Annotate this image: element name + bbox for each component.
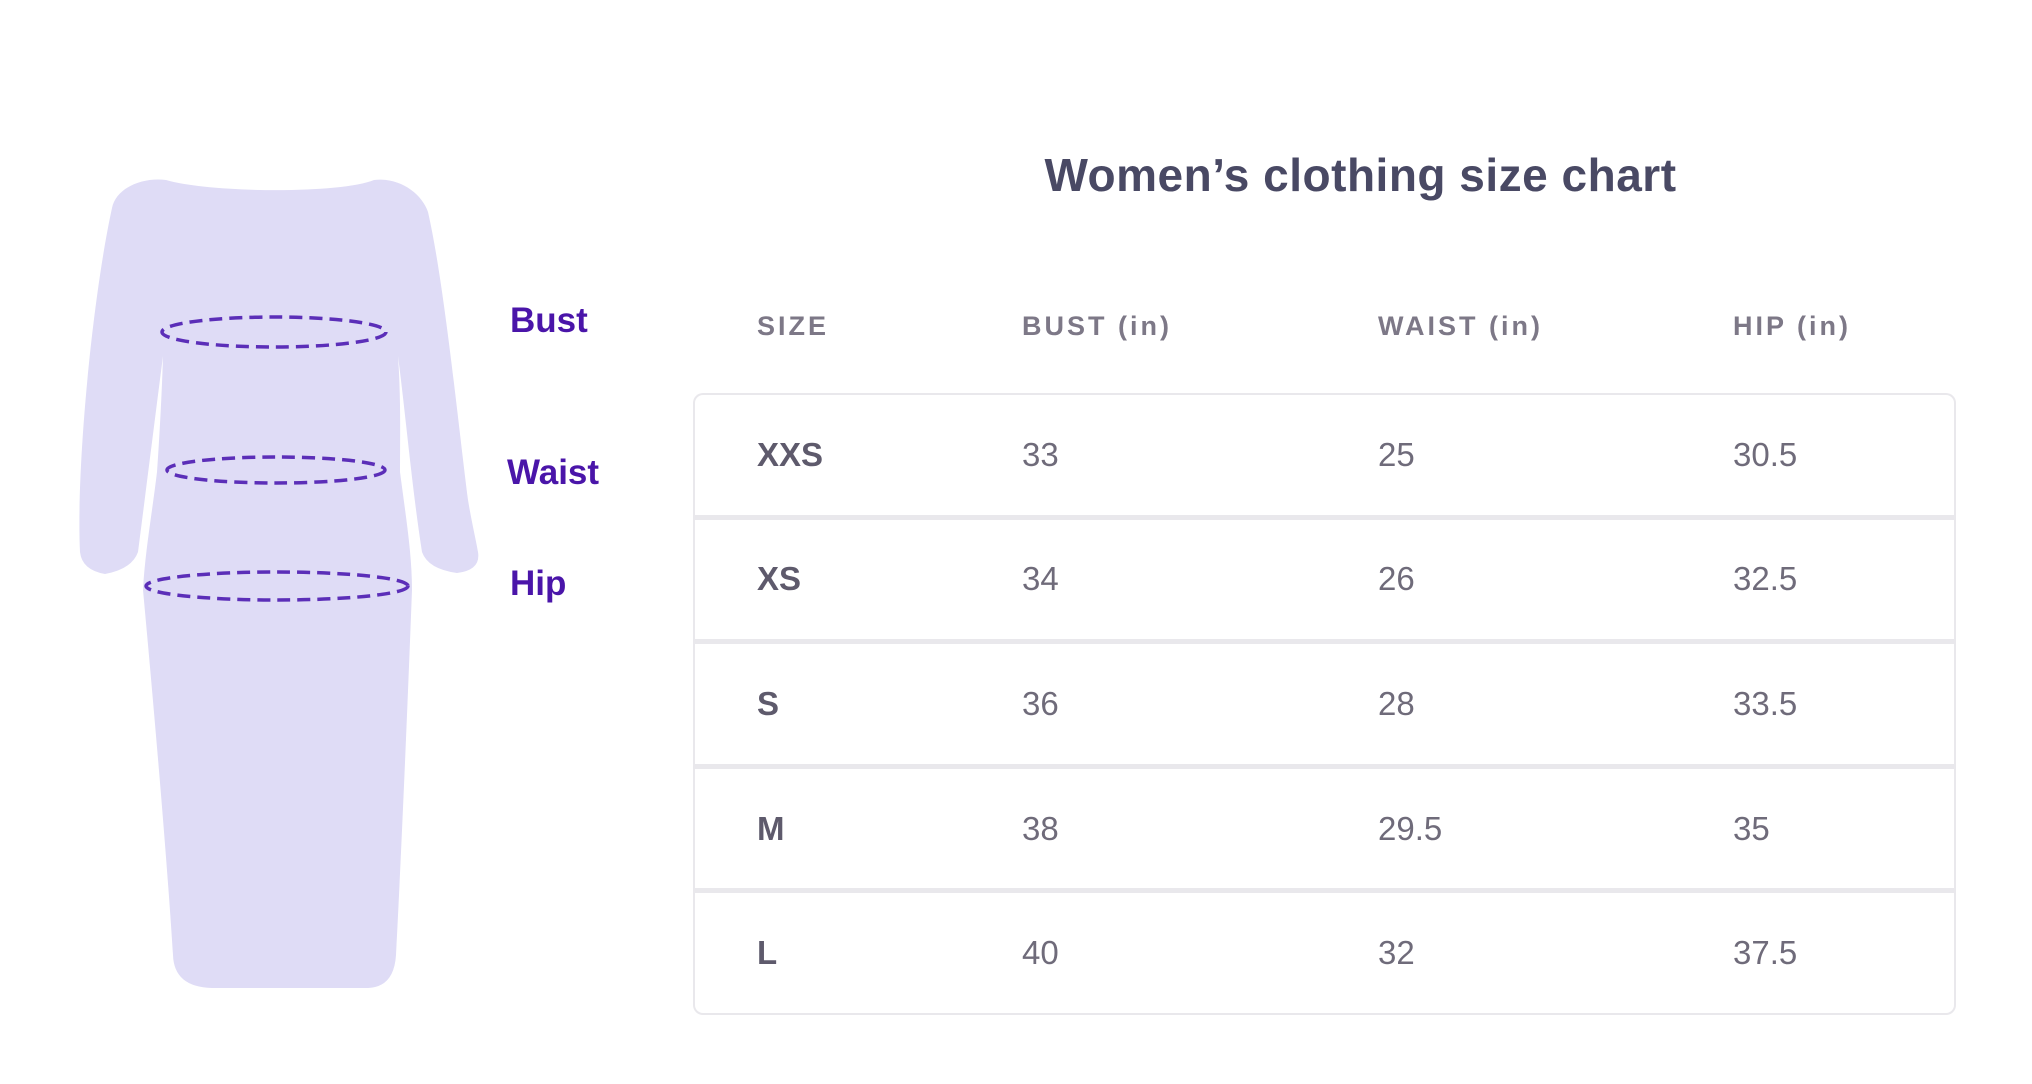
bust-cell: 34 — [1022, 560, 1059, 598]
size-table: XXS 33 25 30.5 XS 34 26 32.5 S 36 28 33.… — [693, 393, 1956, 1015]
size-cell: XS — [757, 560, 802, 598]
hip-cell: 30.5 — [1733, 435, 1798, 473]
header-cell-waist: WAIST (in) — [1378, 311, 1543, 341]
hip-cell: 33.5 — [1733, 684, 1798, 722]
hip-cell: 37.5 — [1733, 934, 1798, 972]
bust-cell: 38 — [1022, 809, 1059, 847]
waist-measure-line — [165, 455, 387, 485]
bust-measure-line — [160, 315, 388, 349]
header-cell-hip: HIP (in) — [1733, 311, 1851, 341]
table-row: XXS 33 25 30.5 — [695, 395, 1954, 515]
bust-cell: 40 — [1022, 934, 1059, 972]
header-cell-bust: BUST (in) — [1022, 311, 1172, 341]
table-row: L 40 32 37.5 — [695, 893, 1954, 1013]
size-cell: XXS — [757, 435, 824, 473]
size-cell: M — [757, 809, 785, 847]
dress-illustration — [79, 179, 479, 988]
waist-cell: 28 — [1378, 684, 1415, 722]
hip-label: Hip — [510, 564, 567, 603]
waist-cell: 25 — [1378, 435, 1415, 473]
table-header-row: SIZE BUST (in) WAIST (in) HIP (in) — [695, 311, 1954, 342]
table-row: S 36 28 33.5 — [695, 644, 1954, 764]
waist-cell: 26 — [1378, 560, 1415, 598]
size-cell: S — [757, 684, 780, 722]
waist-cell: 29.5 — [1378, 809, 1443, 847]
bust-label: Bust — [510, 301, 588, 340]
dress-silhouette-shape — [79, 179, 479, 988]
bust-cell: 33 — [1022, 435, 1059, 473]
hip-cell: 35 — [1733, 809, 1770, 847]
hip-cell: 32.5 — [1733, 560, 1798, 598]
table-row: M 38 29.5 35 — [695, 768, 1954, 889]
table-row: XS 34 26 32.5 — [695, 519, 1954, 640]
header-cell-size: SIZE — [757, 311, 830, 341]
size-cell: L — [757, 934, 778, 972]
hip-measure-line — [144, 570, 410, 602]
bust-cell: 36 — [1022, 684, 1059, 722]
waist-label: Waist — [507, 453, 600, 492]
waist-cell: 32 — [1378, 934, 1415, 972]
page-title: Women’s clothing size chart — [1044, 149, 1677, 201]
